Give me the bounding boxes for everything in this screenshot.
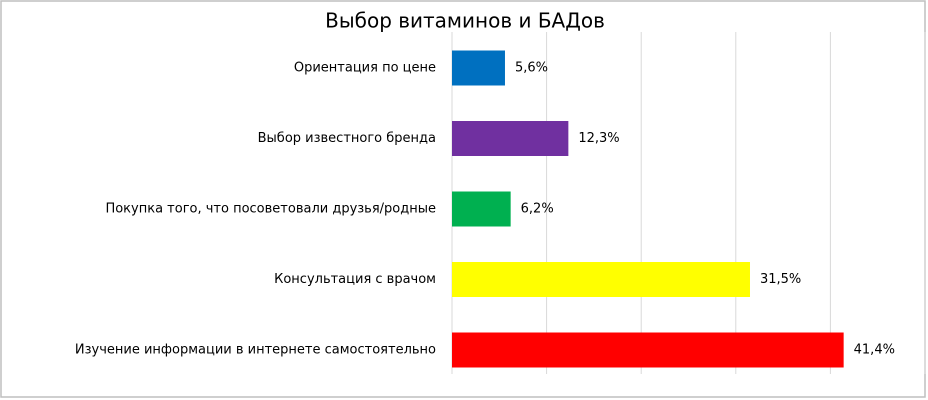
bar xyxy=(452,191,511,227)
value-label: 5,6% xyxy=(515,61,548,76)
value-label: 6,2% xyxy=(521,202,554,217)
bar xyxy=(452,262,750,297)
value-label: 12,3% xyxy=(578,131,619,146)
chart-title: Выбор витаминов и БАДов xyxy=(325,9,605,33)
y-tick-label: Консультация с врачом xyxy=(274,272,436,287)
value-label: 31,5% xyxy=(760,272,801,287)
bar xyxy=(452,332,844,368)
y-tick-label: Выбор известного бренда xyxy=(258,131,436,146)
value-label: 41,4% xyxy=(854,343,895,358)
y-tick-label: Ориентация по цене xyxy=(294,61,436,76)
y-tick-label: Покупка того, что посоветовали друзья/ро… xyxy=(105,202,436,217)
bar xyxy=(452,121,569,156)
bar xyxy=(452,50,505,86)
y-tick-label: Изучение информации в интернете самостоя… xyxy=(75,343,436,358)
